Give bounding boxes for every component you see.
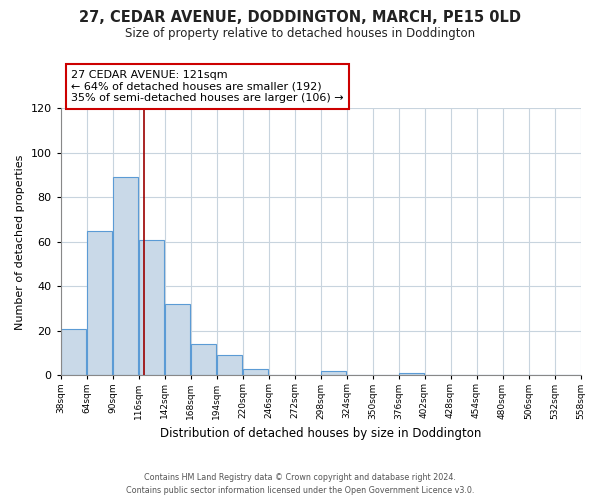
Bar bbox=[61, 328, 86, 376]
Bar bbox=[165, 304, 190, 376]
Bar bbox=[321, 371, 346, 376]
Text: 27, CEDAR AVENUE, DODDINGTON, MARCH, PE15 0LD: 27, CEDAR AVENUE, DODDINGTON, MARCH, PE1… bbox=[79, 10, 521, 25]
Bar bbox=[217, 356, 242, 376]
Text: Contains HM Land Registry data © Crown copyright and database right 2024.
Contai: Contains HM Land Registry data © Crown c… bbox=[126, 474, 474, 495]
Bar bbox=[87, 231, 112, 376]
Bar bbox=[113, 178, 139, 376]
Bar bbox=[191, 344, 217, 376]
X-axis label: Distribution of detached houses by size in Doddington: Distribution of detached houses by size … bbox=[160, 427, 481, 440]
Bar bbox=[139, 240, 164, 376]
Y-axis label: Number of detached properties: Number of detached properties bbox=[15, 154, 25, 330]
Text: 27 CEDAR AVENUE: 121sqm
← 64% of detached houses are smaller (192)
35% of semi-d: 27 CEDAR AVENUE: 121sqm ← 64% of detache… bbox=[71, 70, 344, 103]
Bar bbox=[399, 373, 424, 376]
Text: Size of property relative to detached houses in Doddington: Size of property relative to detached ho… bbox=[125, 28, 475, 40]
Bar bbox=[243, 368, 268, 376]
